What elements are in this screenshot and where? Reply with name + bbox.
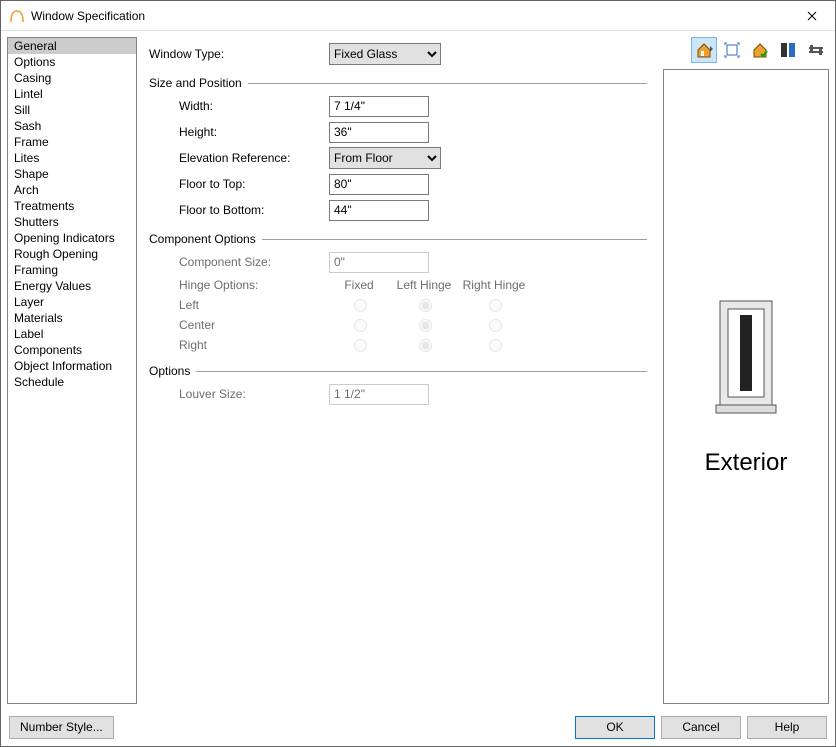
tool-view-house-icon[interactable] [691,37,717,63]
sidebar-item[interactable]: Object Information [8,358,136,374]
window-title: Window Specification [31,9,789,23]
sidebar-item[interactable]: Sash [8,118,136,134]
height-label: Height: [149,125,329,139]
sidebar-item[interactable]: Schedule [8,374,136,390]
preview-box: Exterior [663,69,829,704]
sidebar-item[interactable]: Casing [8,70,136,86]
tool-color-bars-icon[interactable] [775,37,801,63]
group-options: Options [149,363,647,379]
preview-area: Exterior [663,37,829,704]
component-size-input [329,252,429,273]
sidebar-item[interactable]: Treatments [8,198,136,214]
bottom-bar: Number Style... OK Cancel Help [1,710,835,746]
sidebar-item[interactable]: Layer [8,294,136,310]
window-preview-icon [714,297,778,417]
col-right-label: Right Hinge [459,278,529,292]
content: Window Type: Fixed Glass Size and Positi… [143,37,829,704]
hinge-row: Left [149,295,647,315]
preview-toolbar [663,37,829,63]
width-input[interactable] [329,96,429,117]
group-options-title: Options [149,364,196,378]
elev-ref-label: Elevation Reference: [149,151,329,165]
sidebar-item[interactable]: Energy Values [8,278,136,294]
group-component-options: Component Options [149,231,647,247]
help-button[interactable]: Help [747,716,827,739]
hinge-fixed-radio [354,339,367,352]
hinge-fixed-radio [354,319,367,332]
louver-size-label: Louver Size: [149,387,329,401]
cancel-button[interactable]: Cancel [661,716,741,739]
col-fixed-label: Fixed [329,278,389,292]
sidebar-item[interactable]: Label [8,326,136,342]
hinge-row-label: Left [149,298,329,312]
sidebar-item[interactable]: Rough Opening [8,246,136,262]
titlebar: Window Specification [1,1,835,31]
louver-size-input [329,384,429,405]
hinge-row: Center [149,315,647,335]
sidebar-item[interactable]: Opening Indicators [8,230,136,246]
hinge-row: Right [149,335,647,355]
hinge-right-radio [489,319,502,332]
ok-button[interactable]: OK [575,716,655,739]
window-type-select[interactable]: Fixed Glass [329,43,441,65]
sidebar-item[interactable]: Shape [8,166,136,182]
tool-house-check-icon[interactable] [747,37,773,63]
hinge-left-radio [419,299,432,312]
col-left-label: Left Hinge [389,278,459,292]
sidebar-item[interactable]: Shutters [8,214,136,230]
app-icon [9,8,25,24]
tool-settings-icon[interactable] [803,37,829,63]
floor-bottom-input[interactable] [329,200,429,221]
group-size-position-title: Size and Position [149,76,248,90]
sidebar-item[interactable]: Options [8,54,136,70]
window-type-label: Window Type: [149,47,329,61]
elev-ref-select[interactable]: From Floor [329,147,441,169]
sidebar-item[interactable]: Components [8,342,136,358]
sidebar-item[interactable]: Lintel [8,86,136,102]
sidebar[interactable]: GeneralOptionsCasingLintelSillSashFrameL… [7,37,137,704]
hinge-left-radio [419,339,432,352]
hinge-left-radio [419,319,432,332]
hinge-options-label: Hinge Options: [149,278,329,292]
sidebar-item[interactable]: Frame [8,134,136,150]
sidebar-item[interactable]: Lites [8,150,136,166]
hinge-right-radio [489,299,502,312]
form-area: Window Type: Fixed Glass Size and Positi… [143,37,653,704]
close-button[interactable] [789,1,835,31]
floor-top-input[interactable] [329,174,429,195]
hinge-fixed-radio [354,299,367,312]
number-style-button[interactable]: Number Style... [9,716,114,739]
hinge-row-label: Right [149,338,329,352]
sidebar-item[interactable]: Materials [8,310,136,326]
hinge-right-radio [489,339,502,352]
height-input[interactable] [329,122,429,143]
sidebar-item[interactable]: General [8,38,136,54]
sidebar-item[interactable]: Sill [8,102,136,118]
tool-zoom-extents-icon[interactable] [719,37,745,63]
sidebar-item[interactable]: Framing [8,262,136,278]
width-label: Width: [149,99,329,113]
group-component-options-title: Component Options [149,232,262,246]
preview-caption: Exterior [705,449,788,477]
main-area: GeneralOptionsCasingLintelSillSashFrameL… [1,31,835,710]
group-size-position: Size and Position [149,75,647,91]
component-size-label: Component Size: [149,255,329,269]
sidebar-item[interactable]: Arch [8,182,136,198]
floor-top-label: Floor to Top: [149,177,329,191]
floor-bottom-label: Floor to Bottom: [149,203,329,217]
hinge-row-label: Center [149,318,329,332]
